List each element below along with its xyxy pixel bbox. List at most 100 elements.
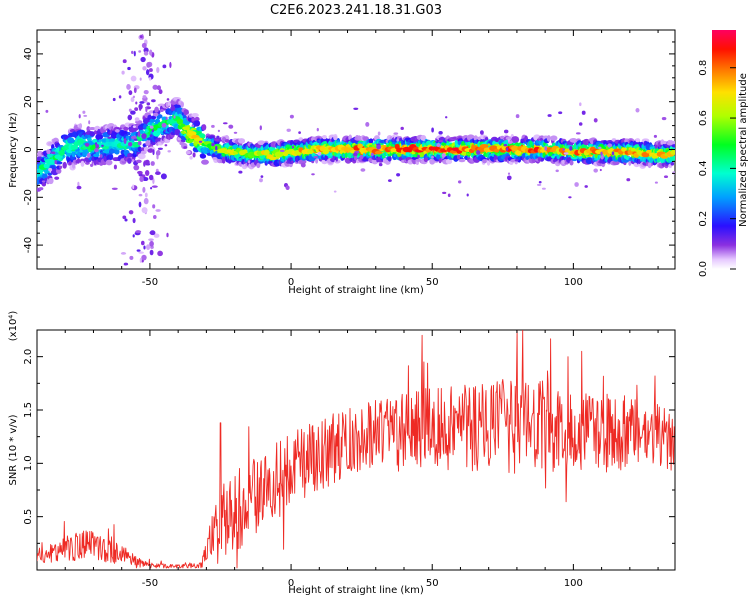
heatmap-cell — [95, 150, 99, 157]
heatmap-speckle — [101, 144, 104, 148]
y-tick-label: -40 — [23, 237, 34, 253]
heatmap-speckle — [607, 143, 613, 148]
heatmap-peak — [37, 170, 43, 175]
heatmap-speckle — [143, 51, 149, 56]
heatmap-cell — [55, 168, 62, 174]
heatmap-cell — [569, 138, 578, 143]
heatmap-cell — [82, 150, 87, 156]
heatmap-cell — [71, 150, 76, 158]
heatmap-speckle — [113, 164, 117, 170]
heatmap-peak — [357, 143, 363, 149]
heatmap-speckle — [396, 173, 401, 177]
heatmap-cell — [201, 159, 209, 165]
heatmap-peak — [182, 126, 190, 131]
x-tick-label: 0 — [288, 277, 294, 288]
heatmap-speckle — [191, 124, 195, 127]
heatmap-speckle — [134, 117, 140, 122]
heatmap-speckle — [155, 209, 161, 212]
heatmap-speckle — [51, 151, 56, 155]
heatmap-speckle — [506, 175, 512, 181]
heatmap-speckle — [370, 152, 374, 157]
heatmap-cell — [387, 155, 392, 162]
heatmap-peak — [306, 149, 314, 154]
heatmap-speckle — [179, 141, 184, 146]
heatmap-speckle — [41, 180, 46, 183]
heatmap-speckle — [228, 124, 234, 129]
heatmap-speckle — [541, 187, 546, 190]
heatmap-speckle — [142, 186, 146, 193]
heatmap-cell — [635, 138, 641, 143]
heatmap-cell — [180, 101, 184, 108]
heatmap-speckle — [385, 139, 388, 143]
snr-y-axis-label: SNR (10 * v/v) — [8, 414, 19, 485]
heatmap-peak — [394, 143, 400, 150]
heatmap-speckle — [111, 187, 118, 191]
heatmap-speckle — [212, 156, 218, 160]
heatmap-speckle — [152, 84, 158, 90]
heatmap-speckle — [133, 164, 140, 171]
heatmap-cell — [529, 140, 533, 147]
heatmap-speckle — [506, 147, 509, 151]
heatmap-cell — [257, 140, 266, 146]
heatmap-cell — [420, 134, 427, 141]
heatmap-cell — [123, 126, 129, 131]
heatmap-cell — [147, 114, 152, 121]
heatmap-speckle — [185, 150, 191, 155]
heatmap-peak — [515, 149, 522, 156]
heatmap-speckle — [431, 155, 434, 159]
heatmap-speckle — [456, 154, 461, 160]
heatmap-cell — [368, 138, 374, 144]
heatmap-speckle — [222, 122, 228, 125]
heatmap-speckle — [590, 140, 594, 145]
heatmap-peak — [43, 163, 50, 169]
heatmap-speckle — [431, 127, 434, 133]
heatmap-speckle — [142, 66, 147, 71]
heatmap-speckle — [211, 124, 215, 128]
heatmap-speckle — [133, 87, 137, 94]
heatmap-speckle — [48, 167, 53, 172]
heatmap-speckle — [143, 197, 149, 205]
heatmap-cell — [88, 126, 96, 131]
heatmap-peak — [630, 147, 636, 152]
heatmap-speckle — [131, 50, 134, 55]
heatmap-speckle — [145, 159, 150, 165]
heatmap-speckle — [354, 155, 358, 161]
heatmap-speckle — [553, 159, 556, 163]
heatmap-cell — [315, 158, 319, 164]
heatmap-speckle — [611, 151, 615, 156]
heatmap-cell — [78, 123, 83, 129]
heatmap-speckle — [279, 149, 285, 153]
heatmap-cell — [44, 177, 48, 182]
heatmap-speckle — [129, 255, 134, 260]
heatmap-speckle — [99, 154, 103, 158]
heatmap-cell — [445, 158, 453, 165]
snr-series-line — [37, 330, 675, 569]
heatmap-cell — [322, 134, 327, 140]
heatmap-speckle — [377, 131, 381, 136]
heatmap-speckle — [574, 182, 579, 187]
heatmap-speckle — [128, 210, 134, 215]
heatmap-speckle — [376, 157, 379, 163]
heatmap-speckle — [247, 160, 251, 164]
heatmap-y-axis-label: Frequency (Hz) — [8, 112, 19, 188]
heatmap-speckle — [442, 191, 447, 195]
heatmap-speckle — [151, 99, 156, 103]
heatmap-speckle — [593, 168, 598, 173]
heatmap-speckle — [144, 170, 150, 176]
snr-panel: -50 0 50 100 0.5 1.0 1.5 2.0 Height of straigh… — [8, 311, 676, 596]
heatmap-speckle — [332, 155, 335, 161]
heatmap-speckle — [289, 114, 294, 119]
heatmap-speckle — [538, 181, 542, 184]
heatmap-speckle — [164, 144, 168, 147]
heatmap-speckle — [153, 215, 157, 219]
heatmap-speckle — [215, 145, 218, 151]
heatmap-cell — [189, 155, 193, 160]
heatmap-cell — [86, 137, 92, 141]
x-tick-label: 100 — [564, 277, 583, 288]
heatmap-speckle — [140, 240, 145, 246]
heatmap-speckle — [333, 190, 337, 193]
heatmap-speckle — [311, 173, 315, 176]
heatmap-speckle — [130, 97, 135, 103]
heatmap-speckle — [139, 35, 143, 39]
snr-x-ticks: -50 0 50 100 — [64, 330, 659, 589]
